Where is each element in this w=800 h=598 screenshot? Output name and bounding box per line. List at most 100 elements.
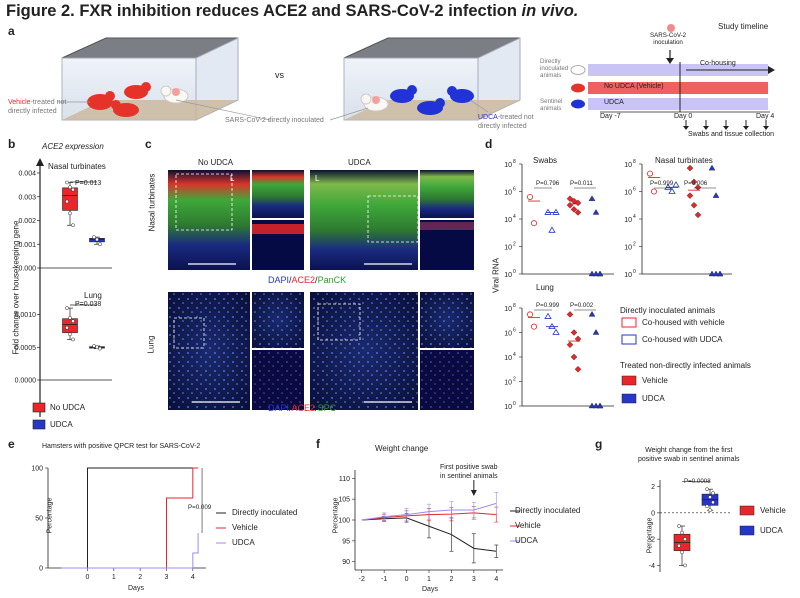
point-udca bbox=[708, 270, 716, 277]
point-cohoused-vehicle bbox=[650, 188, 657, 195]
point-cohoused-udca bbox=[544, 312, 552, 319]
y-tick-label: 0.0010 bbox=[15, 312, 37, 319]
y-tick-label: 10 bbox=[504, 190, 512, 197]
y-tick-exponent: 2 bbox=[513, 242, 516, 248]
c-stain-row1: DAPI/ACE2/PanCK bbox=[268, 275, 347, 285]
y-tick-exponent: 6 bbox=[513, 328, 516, 334]
point-vehicle bbox=[570, 329, 578, 336]
y-tick-label: 10 bbox=[504, 217, 512, 224]
sentinel-label: Sentinel animals bbox=[540, 98, 563, 112]
point-udca bbox=[712, 270, 720, 277]
c-no-udca: No UDCA bbox=[198, 158, 234, 167]
legend-swatch-udca bbox=[621, 393, 637, 404]
arrow-head bbox=[768, 66, 775, 74]
point-vehicle bbox=[574, 335, 582, 343]
callout-line bbox=[469, 99, 489, 113]
legend-swatch-udca bbox=[739, 525, 755, 536]
y-tick-exponent: 4 bbox=[633, 214, 636, 220]
e-xlabel: Days bbox=[128, 585, 144, 592]
point-vehicle bbox=[570, 197, 578, 205]
callout-line bbox=[329, 107, 369, 121]
legend-swatch-vehicle bbox=[621, 375, 637, 386]
point-vehicle bbox=[566, 311, 574, 318]
inset-nasal-no-udca-merge bbox=[252, 170, 304, 218]
panel-e-chart: 100 50 0 0 1 2 3 4 bbox=[31, 466, 226, 581]
cage-vehicle bbox=[61, 37, 239, 121]
d-nasal-title: Nasal turbinates bbox=[655, 156, 713, 165]
y-tick-label: -2 bbox=[649, 537, 655, 544]
data-point bbox=[71, 223, 75, 228]
b-ylabel: Fold change over housekeeping gene bbox=[11, 220, 21, 355]
d-legend-item1: Co-housed with vehicle bbox=[642, 318, 725, 327]
inset-nasal-udca-merge bbox=[420, 170, 474, 218]
data-point bbox=[68, 332, 72, 337]
inoculation-arrow bbox=[666, 58, 674, 64]
point-vehicle bbox=[686, 192, 694, 199]
point-cohoused-udca bbox=[548, 226, 556, 233]
point-vehicle bbox=[574, 199, 582, 207]
y-tick-label: 0.003 bbox=[18, 194, 36, 201]
y-tick-label: 10 bbox=[504, 355, 512, 362]
collection-arrows bbox=[683, 120, 769, 130]
y-tick-label: 0.0000 bbox=[15, 378, 37, 385]
timeline-bar-udca bbox=[588, 98, 768, 110]
series-line-directly-inoculated bbox=[61, 467, 199, 569]
white-hamster-icon-2 bbox=[360, 93, 389, 112]
y-tick-exponent: 0 bbox=[513, 269, 516, 275]
y-tick-label: 0 bbox=[39, 566, 43, 573]
y-tick-exponent: 6 bbox=[633, 187, 636, 193]
y-tick-label: -4 bbox=[649, 563, 655, 570]
data-point bbox=[92, 344, 96, 348]
red-hamster-icon bbox=[87, 82, 151, 117]
day0-label: Day 0 bbox=[674, 113, 693, 120]
bar-udca-label: UDCA bbox=[604, 99, 624, 106]
point-vehicle bbox=[690, 178, 698, 186]
vehicle-note: Vehicle-treated not directly infected bbox=[8, 99, 67, 115]
x-tick-label: 1 bbox=[427, 576, 431, 583]
vs-text: vs bbox=[275, 70, 284, 80]
f-legend bbox=[510, 510, 520, 542]
d-p-nasal-1: P=0.999 bbox=[650, 180, 674, 187]
y-tick-label: 10 bbox=[504, 404, 512, 411]
data-point bbox=[683, 563, 687, 568]
d-p-swab-1: P=0.796 bbox=[536, 180, 560, 187]
x-tick-label: 3 bbox=[165, 574, 169, 581]
panel-label-e: e bbox=[8, 437, 15, 451]
box-no-udca bbox=[62, 318, 78, 333]
point-vehicle bbox=[690, 201, 698, 209]
x-tick-label: 3 bbox=[472, 576, 476, 583]
data-point bbox=[705, 487, 709, 492]
x-tick-label: -2 bbox=[359, 576, 365, 583]
day4-label: Day 4 bbox=[756, 113, 775, 120]
point-vehicle bbox=[694, 211, 702, 219]
point-udca bbox=[588, 402, 596, 409]
point-vehicle bbox=[570, 353, 578, 361]
d-p-lung-2: P=0.002 bbox=[570, 302, 594, 309]
y-tick-label: 100 bbox=[31, 466, 43, 473]
y-tick-label: 10 bbox=[624, 190, 632, 197]
point-cohoused-vehicle bbox=[531, 220, 538, 227]
d-legend-head2: Treated non-directly infected animals bbox=[620, 361, 751, 370]
x-tick-label: 0 bbox=[405, 576, 409, 583]
d-lung-title: Lung bbox=[536, 283, 554, 292]
y-tick-label: 10 bbox=[624, 217, 632, 224]
point-vehicle bbox=[574, 209, 582, 216]
point-cohoused-udca bbox=[548, 322, 556, 330]
series-line-vehicle bbox=[61, 467, 199, 569]
data-point bbox=[95, 237, 99, 242]
panel-label-d: d bbox=[485, 137, 493, 151]
data-point bbox=[71, 337, 75, 342]
x-tick-label: 2 bbox=[138, 574, 142, 581]
annotation-arrow-head bbox=[470, 490, 477, 496]
point-cohoused-udca bbox=[664, 183, 672, 190]
legend-no-udca: No UDCA bbox=[50, 403, 86, 412]
roi-box bbox=[175, 173, 233, 231]
y-tick-label: 100 bbox=[338, 518, 350, 525]
inoculated-note: SARS-CoV-2 directly inoculated bbox=[225, 117, 324, 124]
y-tick-label: 10 bbox=[504, 162, 512, 169]
lumen-label-2: L bbox=[315, 174, 320, 183]
panel-b-title: ACE2 expression bbox=[42, 142, 104, 151]
point-vehicle bbox=[566, 201, 574, 209]
y-tick-exponent: 2 bbox=[633, 242, 636, 248]
